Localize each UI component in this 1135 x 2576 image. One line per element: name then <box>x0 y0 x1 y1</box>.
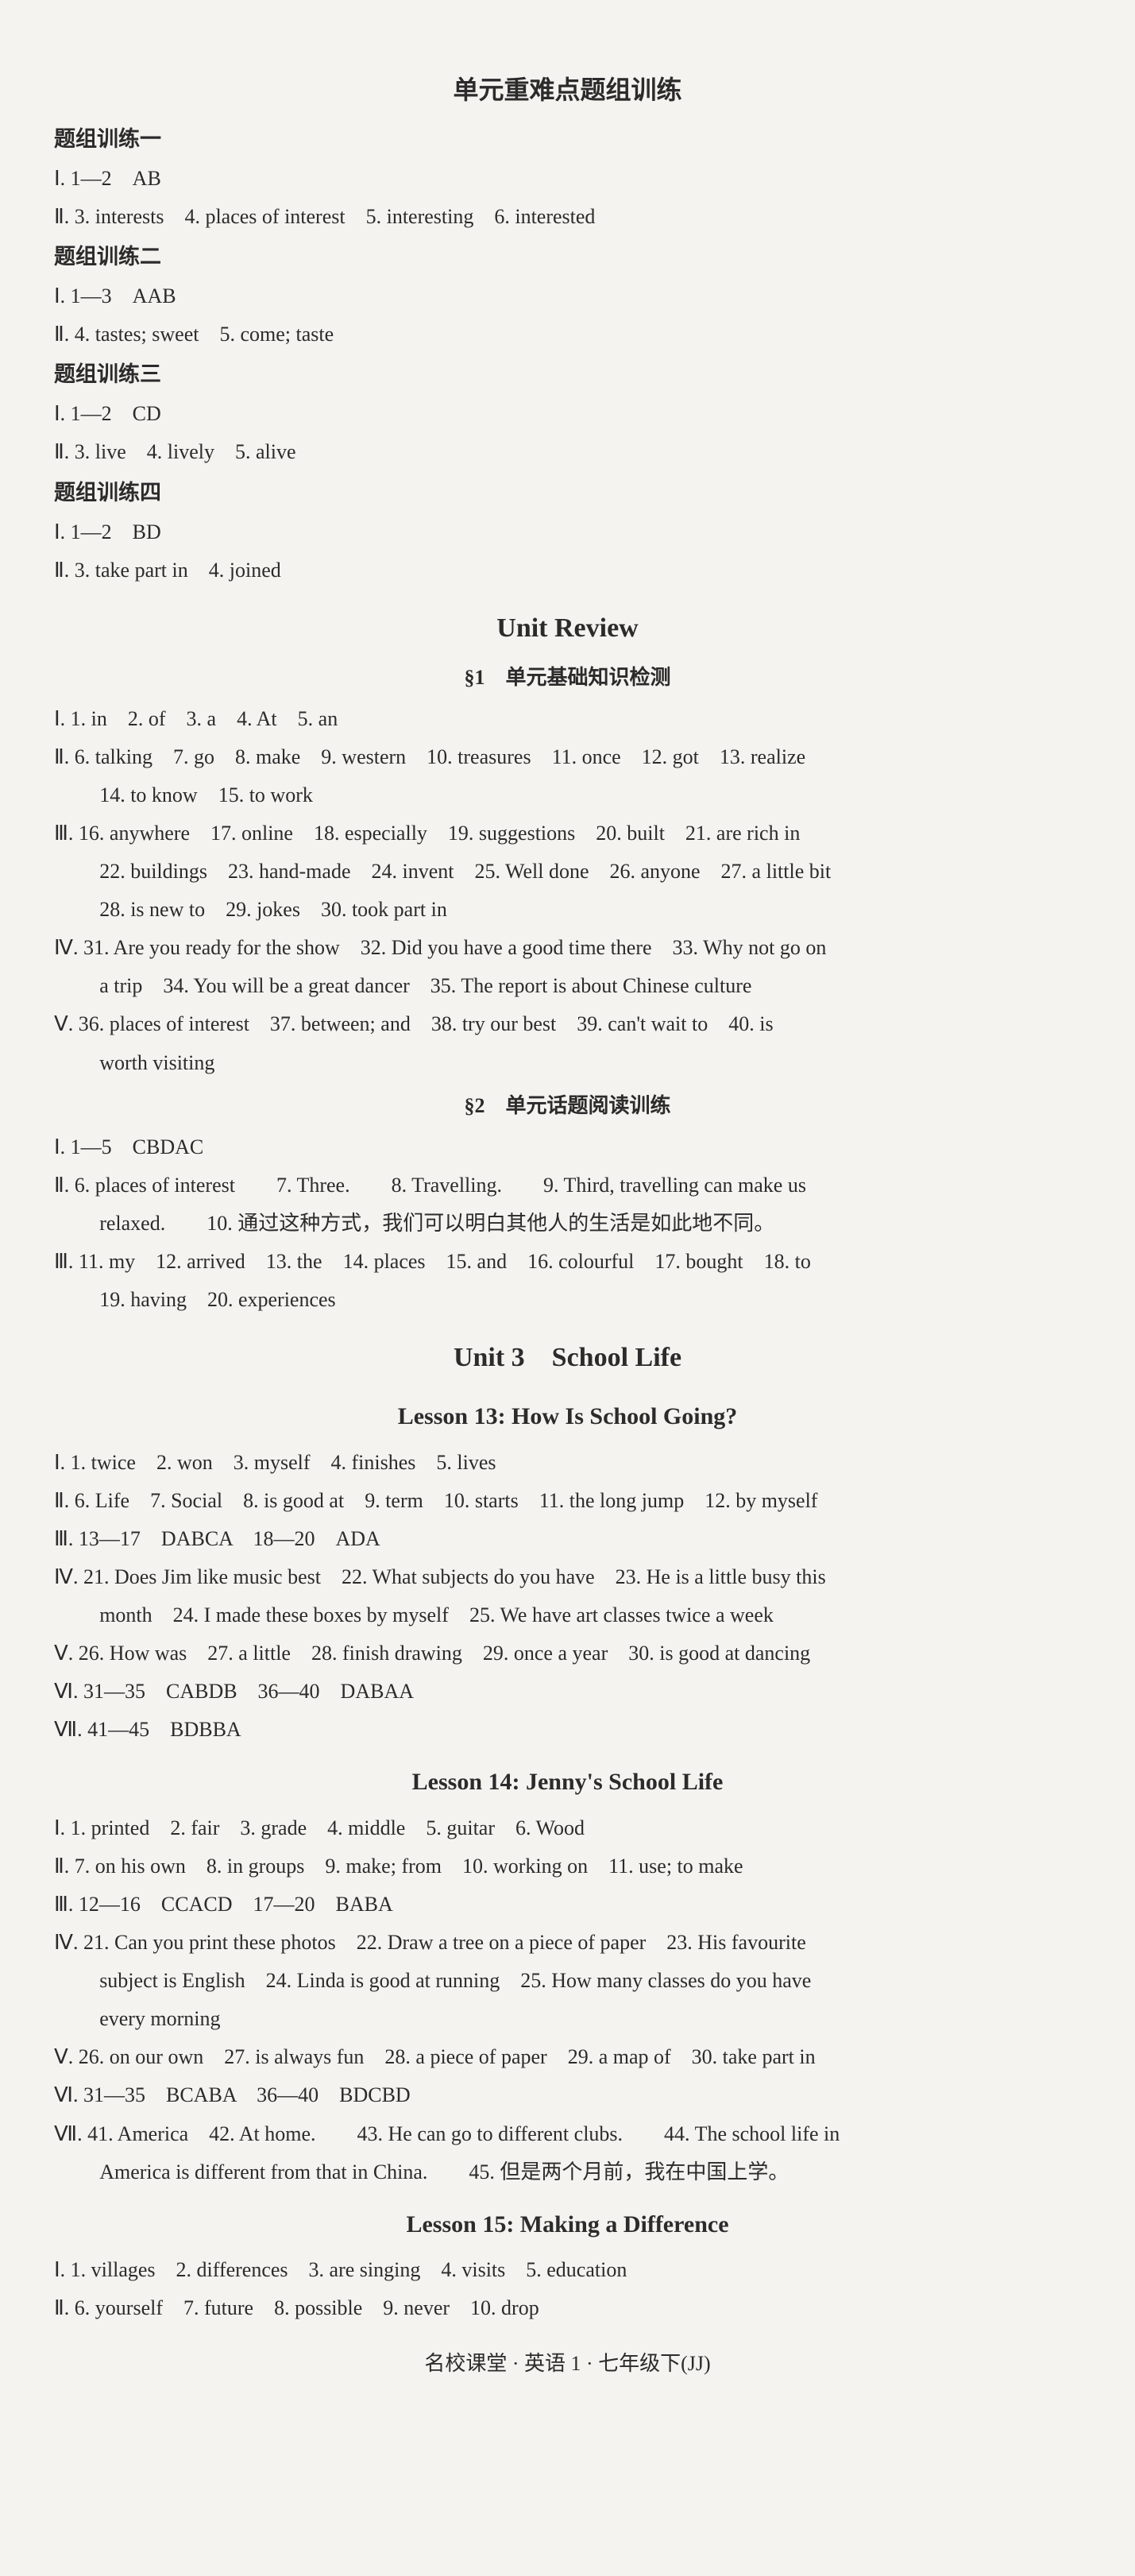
answer-line-cont: worth visiting <box>54 1044 1081 1082</box>
group-4-label: 题组训练四 <box>54 474 1081 513</box>
answer-line: Ⅲ. 11. my 12. arrived 13. the 14. places… <box>54 1243 1081 1281</box>
unit-review-title: Unit Review <box>54 604 1081 654</box>
lesson-13-title: Lesson 13: How Is School Going? <box>54 1394 1081 1439</box>
page-footer: 名校课堂 · 英语 1 · 七年级下(JJ) <box>54 2345 1081 2383</box>
answer-line: Ⅰ. 1—2 CD <box>54 395 1081 433</box>
answer-line: Ⅴ. 36. places of interest 37. between; a… <box>54 1005 1081 1043</box>
answer-line: Ⅱ. 4. tastes; sweet 5. come; taste <box>54 315 1081 354</box>
answer-line: Ⅰ. 1—5 CBDAC <box>54 1128 1081 1166</box>
answer-line: Ⅰ. 1. villages 2. differences 3. are sin… <box>54 2251 1081 2289</box>
answer-line-cont: America is different from that in China.… <box>54 2153 1081 2191</box>
answer-line: Ⅴ. 26. on our own 27. is always fun 28. … <box>54 2038 1081 2076</box>
answer-line: Ⅰ. 1—2 BD <box>54 513 1081 551</box>
unit-3-title: Unit 3 School Life <box>54 1333 1081 1383</box>
answer-line: Ⅵ. 31—35 CABDB 36—40 DABAA <box>54 1673 1081 1711</box>
answer-line: Ⅴ. 26. How was 27. a little 28. finish d… <box>54 1634 1081 1673</box>
answer-line-cont: 14. to know 15. to work <box>54 776 1081 814</box>
answer-line-cont: 22. buildings 23. hand-made 24. invent 2… <box>54 853 1081 891</box>
answer-line: Ⅰ. 1. printed 2. fair 3. grade 4. middle… <box>54 1809 1081 1847</box>
answer-line: Ⅰ. 1—2 AB <box>54 160 1081 198</box>
group-2-label: 题组训练二 <box>54 238 1081 277</box>
answer-line: Ⅱ. 6. yourself 7. future 8. possible 9. … <box>54 2289 1081 2327</box>
group-3-label: 题组训练三 <box>54 355 1081 395</box>
answer-line: Ⅳ. 31. Are you ready for the show 32. Di… <box>54 929 1081 967</box>
lesson-15-title: Lesson 15: Making a Difference <box>54 2203 1081 2247</box>
answer-line: Ⅰ. 1. in 2. of 3. a 4. At 5. an <box>54 700 1081 738</box>
answer-line: Ⅲ. 13—17 DABCA 18—20 ADA <box>54 1520 1081 1558</box>
answer-line: Ⅱ. 6. Life 7. Social 8. is good at 9. te… <box>54 1482 1081 1520</box>
answer-line: Ⅳ. 21. Does Jim like music best 22. What… <box>54 1558 1081 1596</box>
answer-line-cont: every morning <box>54 2000 1081 2038</box>
answer-line: Ⅰ. 1. twice 2. won 3. myself 4. finishes… <box>54 1444 1081 1482</box>
answer-line-cont: 19. having 20. experiences <box>54 1281 1081 1319</box>
subsection-2: §2 单元话题阅读训练 <box>54 1087 1081 1125</box>
answer-line-cont: month 24. I made these boxes by myself 2… <box>54 1596 1081 1634</box>
answer-line: Ⅶ. 41. America 42. At home. 43. He can g… <box>54 2115 1081 2153</box>
answer-line: Ⅰ. 1—3 AAB <box>54 277 1081 315</box>
subsection-1: §1 单元基础知识检测 <box>54 659 1081 697</box>
answer-line: Ⅲ. 12—16 CCACD 17—20 BABA <box>54 1886 1081 1924</box>
answer-line-cont: subject is English 24. Linda is good at … <box>54 1962 1081 2000</box>
answer-line: Ⅵ. 31—35 BCABA 36—40 BDCBD <box>54 2076 1081 2114</box>
answer-line: Ⅲ. 16. anywhere 17. online 18. especiall… <box>54 814 1081 853</box>
answer-line: Ⅱ. 3. interests 4. places of interest 5.… <box>54 198 1081 236</box>
answer-line: Ⅱ. 6. places of interest 7. Three. 8. Tr… <box>54 1166 1081 1205</box>
lesson-14-title: Lesson 14: Jenny's School Life <box>54 1760 1081 1804</box>
answer-line: Ⅶ. 41—45 BDBBA <box>54 1711 1081 1749</box>
answer-line: Ⅱ. 3. live 4. lively 5. alive <box>54 433 1081 471</box>
answer-line-cont: a trip 34. You will be a great dancer 35… <box>54 967 1081 1005</box>
section-title: 单元重难点题组训练 <box>54 67 1081 114</box>
answer-line-cont: relaxed. 10. 通过这种方式，我们可以明白其他人的生活是如此地不同。 <box>54 1205 1081 1243</box>
answer-line-cont: 28. is new to 29. jokes 30. took part in <box>54 891 1081 929</box>
answer-line: Ⅱ. 3. take part in 4. joined <box>54 551 1081 590</box>
group-1-label: 题组训练一 <box>54 120 1081 160</box>
answer-line: Ⅱ. 6. talking 7. go 8. make 9. western 1… <box>54 738 1081 776</box>
answer-line: Ⅳ. 21. Can you print these photos 22. Dr… <box>54 1924 1081 1962</box>
answer-line: Ⅱ. 7. on his own 8. in groups 9. make; f… <box>54 1847 1081 1886</box>
